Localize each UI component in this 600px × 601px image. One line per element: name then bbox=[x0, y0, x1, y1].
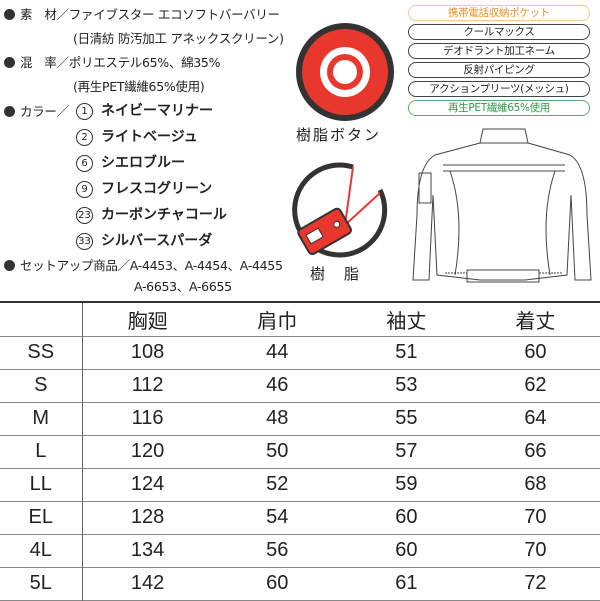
color-name: カーボンチャコール bbox=[101, 207, 227, 223]
measurement-cell: 55 bbox=[395, 407, 418, 429]
measurement-cell: 57 bbox=[395, 440, 418, 462]
spec-blend-sub: (再生PET繊維65%使用) bbox=[73, 79, 205, 94]
color-number: 6 bbox=[76, 155, 93, 172]
color-name: シルバースパーダ bbox=[101, 233, 213, 249]
measurement-cell: 54 bbox=[266, 506, 289, 528]
measurement-cell: 72 bbox=[524, 572, 547, 594]
color-option: 6 シエロブルー bbox=[76, 152, 185, 172]
measurement-cell: 52 bbox=[266, 473, 289, 495]
blend-text: 混 率／ポリエステル65%、綿35% bbox=[20, 55, 221, 70]
table-row: S 112 46 53 62 bbox=[0, 369, 600, 402]
spec-material-sub: (日清紡 防汚加工 アネックスクリーン) bbox=[73, 31, 284, 46]
measurement-cell: 60 bbox=[524, 341, 547, 363]
measurement-cell: 120 bbox=[130, 440, 165, 462]
measurement-cell: 64 bbox=[524, 407, 547, 429]
spec-material: 素 材／ファイブスター エコソフトバーバリー bbox=[4, 4, 280, 23]
column-header: 肩巾 bbox=[257, 310, 298, 333]
table-row: EL 128 54 60 70 bbox=[0, 501, 600, 534]
color-option: 33 シルバースパーダ bbox=[76, 230, 212, 250]
color-name: ライトベージュ bbox=[101, 129, 198, 145]
measurement-cell: 108 bbox=[130, 341, 165, 363]
measurement-cell: 142 bbox=[130, 572, 165, 594]
measurement-cell: 51 bbox=[395, 341, 418, 363]
feature-badge: 携帯電話収納ポケット bbox=[408, 5, 590, 21]
tag-caption: 樹 脂 bbox=[310, 265, 362, 283]
color-name: ネイビーマリナー bbox=[101, 103, 213, 119]
table-row: M 116 48 55 64 bbox=[0, 402, 600, 435]
color-name: シエロブルー bbox=[101, 155, 185, 171]
color-option: 9 フレスコグリーン bbox=[76, 178, 212, 198]
table-row: SS 108 44 51 60 bbox=[0, 336, 600, 369]
button-caption: 樹脂ボタン bbox=[296, 126, 382, 144]
table-row: 5L 142 60 61 72 bbox=[0, 567, 600, 600]
color-option: 1 ネイビーマリナー bbox=[76, 100, 213, 120]
size-label: L bbox=[0, 435, 83, 468]
size-label: EL bbox=[0, 501, 83, 534]
jacket-back-illustration bbox=[412, 128, 592, 283]
material-text: 素 材／ファイブスター エコソフトバーバリー bbox=[20, 7, 280, 22]
resin-button-icon bbox=[296, 23, 394, 121]
measurement-cell: 60 bbox=[266, 572, 289, 594]
column-header: 胸廻 bbox=[127, 310, 168, 333]
measurement-cell: 70 bbox=[524, 539, 547, 561]
color-number: 33 bbox=[76, 233, 93, 250]
measurement-cell: 53 bbox=[395, 374, 418, 396]
measurement-cell: 66 bbox=[524, 440, 547, 462]
feature-badge: 再生PET繊維65%使用 bbox=[408, 100, 590, 116]
size-label: LL bbox=[0, 468, 83, 501]
measurement-cell: 60 bbox=[395, 539, 418, 561]
measurement-cell: 59 bbox=[395, 473, 418, 495]
column-header: 着丈 bbox=[515, 310, 556, 333]
measurement-cell: 116 bbox=[131, 407, 164, 429]
color-option: 2 ライトベージュ bbox=[76, 126, 198, 146]
measurement-cell: 61 bbox=[395, 572, 418, 594]
measurement-cell: 134 bbox=[130, 539, 165, 561]
color-label: カラー／ bbox=[20, 104, 69, 119]
color-number: 9 bbox=[76, 181, 93, 198]
resin-tag-icon bbox=[292, 162, 388, 258]
column-header: 袖丈 bbox=[386, 310, 427, 333]
size-table: 胸廻 肩巾 袖丈 着丈 SS 108 44 51 60 S 112 46 53 62 M 116 48 55 64… bbox=[0, 301, 600, 601]
table-header-row: 胸廻 肩巾 袖丈 着丈 bbox=[0, 302, 600, 336]
measurement-cell: 60 bbox=[395, 506, 418, 528]
measurement-cell: 50 bbox=[266, 440, 289, 462]
measurement-cell: 124 bbox=[130, 473, 165, 495]
spec-blend: 混 率／ポリエステル65%、綿35% bbox=[4, 52, 220, 71]
measurement-cell: 68 bbox=[524, 473, 547, 495]
measurement-cell: 48 bbox=[266, 407, 289, 429]
size-label: M bbox=[0, 402, 83, 435]
feature-badge: アクションプリーツ(メッシュ) bbox=[408, 81, 590, 97]
feature-badge: デオドラント加工ネーム bbox=[408, 43, 590, 59]
measurement-cell: 56 bbox=[266, 539, 289, 561]
measurement-cell: 62 bbox=[524, 374, 547, 396]
size-label: SS bbox=[0, 336, 83, 369]
feature-badge: 反射パイピング bbox=[408, 62, 590, 78]
feature-badge: クールマックス bbox=[408, 24, 590, 40]
spec-setup: セットアップ商品／A-4453、A-4454、A-4455 bbox=[4, 255, 283, 274]
color-number: 1 bbox=[76, 103, 93, 120]
color-option: 23 カーボンチャコール bbox=[76, 204, 227, 224]
color-number: 23 bbox=[76, 207, 93, 224]
spec-color: カラー／ bbox=[4, 101, 69, 120]
measurement-cell: 44 bbox=[266, 341, 289, 363]
size-label: 5L bbox=[0, 567, 83, 600]
measurement-cell: 128 bbox=[130, 506, 165, 528]
spec-setup-sub: A-6653、A-6655 bbox=[134, 279, 232, 294]
table-row: L 120 50 57 66 bbox=[0, 435, 600, 468]
size-label: S bbox=[0, 369, 83, 402]
color-name: フレスコグリーン bbox=[101, 181, 213, 197]
measurement-cell: 46 bbox=[266, 374, 289, 396]
size-label: 4L bbox=[0, 534, 83, 567]
column-header bbox=[0, 302, 83, 336]
measurement-cell: 70 bbox=[524, 506, 547, 528]
table-row: LL 124 52 59 68 bbox=[0, 468, 600, 501]
measurement-cell: 112 bbox=[131, 374, 164, 396]
setup-text: セットアップ商品／A-4453、A-4454、A-4455 bbox=[20, 258, 283, 273]
table-row: 4L 134 56 60 70 bbox=[0, 534, 600, 567]
color-number: 2 bbox=[76, 129, 93, 146]
